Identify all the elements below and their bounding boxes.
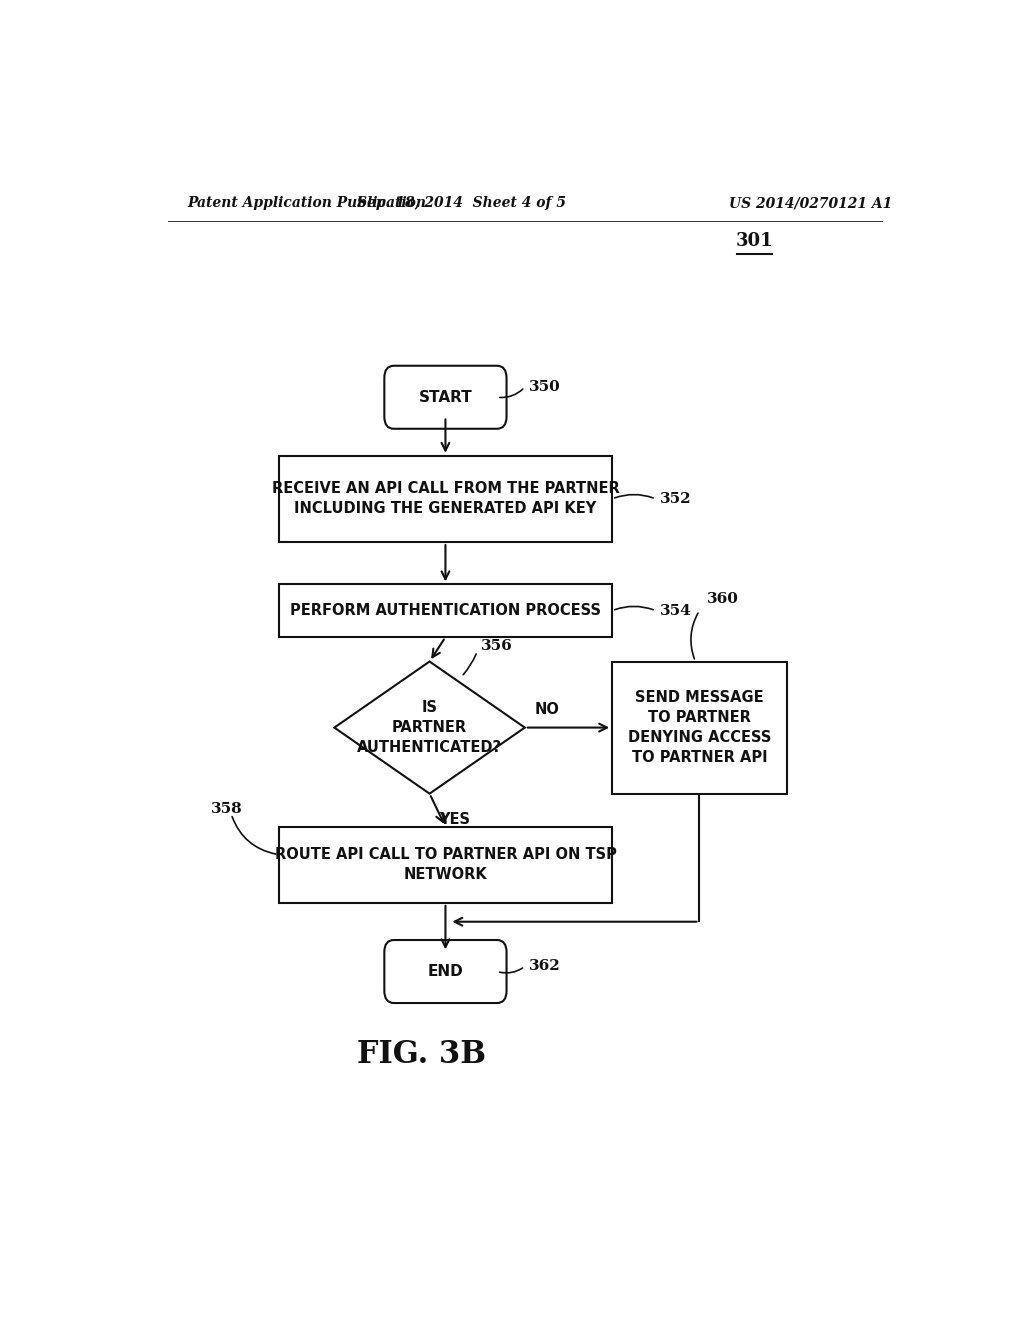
Polygon shape [334, 661, 524, 793]
Text: 360: 360 [708, 591, 739, 606]
Text: IS
PARTNER
AUTHENTICATED?: IS PARTNER AUTHENTICATED? [357, 701, 502, 755]
Text: RECEIVE AN API CALL FROM THE PARTNER
INCLUDING THE GENERATED API KEY: RECEIVE AN API CALL FROM THE PARTNER INC… [271, 482, 620, 516]
Text: START: START [419, 389, 472, 405]
Text: YES: YES [439, 812, 470, 826]
Text: 358: 358 [211, 801, 243, 816]
Text: 350: 350 [528, 380, 560, 395]
FancyBboxPatch shape [612, 661, 786, 793]
Text: Patent Application Publication: Patent Application Publication [187, 197, 427, 210]
Text: 301: 301 [736, 232, 774, 249]
Text: END: END [428, 964, 463, 979]
Text: 362: 362 [528, 960, 560, 973]
Text: ROUTE API CALL TO PARTNER API ON TSP
NETWORK: ROUTE API CALL TO PARTNER API ON TSP NET… [274, 847, 616, 882]
Text: Sep. 18, 2014  Sheet 4 of 5: Sep. 18, 2014 Sheet 4 of 5 [356, 197, 566, 210]
Text: 352: 352 [659, 492, 691, 506]
FancyBboxPatch shape [384, 366, 507, 429]
Text: FIG. 3B: FIG. 3B [357, 1039, 486, 1071]
FancyBboxPatch shape [384, 940, 507, 1003]
FancyBboxPatch shape [279, 585, 612, 638]
FancyBboxPatch shape [279, 455, 612, 543]
Text: 354: 354 [659, 603, 691, 618]
FancyBboxPatch shape [279, 826, 612, 903]
Text: 356: 356 [481, 639, 513, 653]
Text: US 2014/0270121 A1: US 2014/0270121 A1 [729, 197, 892, 210]
Text: PERFORM AUTHENTICATION PROCESS: PERFORM AUTHENTICATION PROCESS [290, 603, 601, 618]
Text: NO: NO [535, 702, 559, 718]
Text: SEND MESSAGE
TO PARTNER
DENYING ACCESS
TO PARTNER API: SEND MESSAGE TO PARTNER DENYING ACCESS T… [628, 690, 771, 764]
